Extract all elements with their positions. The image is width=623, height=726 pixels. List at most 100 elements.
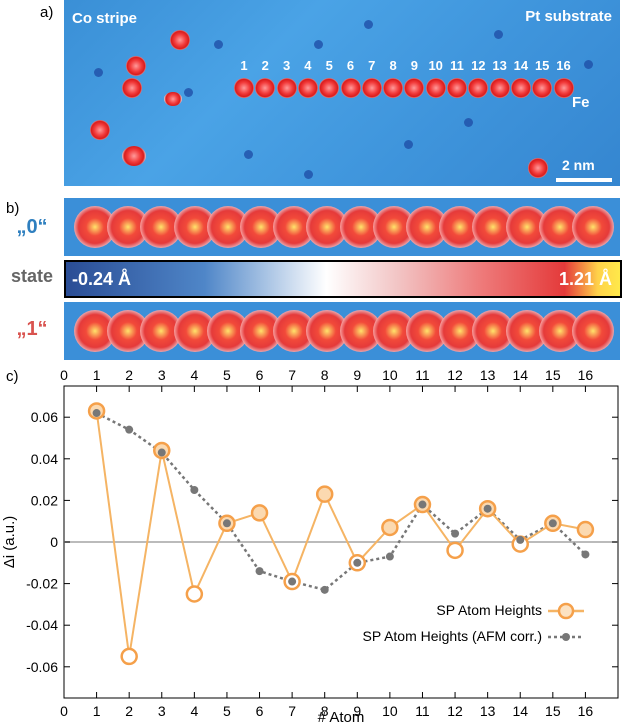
legend-label-1: SP Atom Heights (AFM corr.) [363, 628, 542, 644]
x-tick-label-top: 9 [353, 367, 361, 383]
fe-atom [255, 78, 276, 98]
atom-number-label: 4 [304, 58, 312, 73]
afm-corr-data-point [548, 519, 557, 528]
x-tick-label: 2 [125, 703, 133, 719]
adatom [164, 92, 182, 106]
sp-data-point [315, 485, 334, 503]
x-tick-label: 16 [578, 703, 594, 719]
colorbar-min-label: -0.24 Å [72, 269, 132, 289]
x-tick-label: 1 [93, 703, 101, 719]
afm-corr-data-point [516, 535, 525, 544]
fe-atom [234, 78, 254, 98]
y-axis-label: Δi (a.u.) [1, 516, 18, 569]
y-tick-label: 0 [50, 534, 58, 550]
atom-number-row: 1 2 3 4 5 6 7 8 9 10 11 12 13 14 15 16 [64, 58, 620, 76]
sp-data-point [120, 647, 138, 666]
afm-corr-data-point [125, 425, 134, 434]
surface-defect [584, 60, 593, 69]
scale-bar-label: 2 nm [562, 157, 595, 173]
y-tick-label: -0.04 [26, 617, 58, 633]
atom-number-label: 6 [346, 58, 355, 73]
afm-corr-data-point [451, 529, 460, 538]
legend-marker-0 [557, 602, 575, 620]
afm-corr-data-point [222, 519, 231, 528]
x-tick-label: 13 [480, 703, 496, 719]
spin-atom [572, 206, 614, 248]
x-tick-label-top: 6 [256, 367, 264, 383]
adatom [170, 30, 190, 50]
state-label: state [10, 266, 54, 286]
x-tick-label-top: 12 [447, 367, 463, 383]
adatom [122, 78, 142, 98]
sp-data-point [185, 585, 204, 603]
x-tick-label-top: 15 [545, 367, 561, 383]
atom-number-label: 11 [450, 58, 464, 73]
atom-number-label: 7 [368, 58, 376, 73]
x-tick-label-top: 5 [223, 367, 231, 383]
fe-atom [532, 78, 553, 98]
x-tick-label-top: 14 [512, 367, 528, 383]
afm-corr-data-point [353, 558, 362, 567]
series-line-sp [95, 410, 586, 657]
x-tick-label-top: 2 [125, 367, 133, 383]
x-tick-label: 6 [256, 703, 264, 719]
fe-chain [64, 0, 620, 186]
x-tick-label: 15 [545, 703, 561, 719]
afm-corr-data-point [418, 500, 427, 509]
surface-defect [404, 140, 413, 149]
fe-atom [404, 78, 425, 98]
atom-number-label: 13 [492, 58, 507, 73]
afm-corr-data-point [255, 567, 264, 576]
atom-number-label: 16 [556, 58, 571, 73]
y-tick-label: 0.06 [31, 409, 58, 425]
x-tick-label-top: 13 [480, 367, 496, 383]
fe-label: Fe [572, 94, 590, 111]
x-tick-label-top: 3 [158, 367, 166, 383]
x-tick-label-top: 4 [190, 367, 198, 383]
series-line-afm-corr [96, 411, 587, 592]
atom-number-label: 3 [282, 58, 291, 73]
atom-height-chart: 0011223344556677889910101111121213131414… [1, 367, 619, 726]
afm-corr-data-point [483, 504, 492, 513]
afm-corr-data-point [385, 552, 394, 561]
atom-number-label: 5 [325, 58, 333, 73]
co-stripe-label: Co stripe [72, 10, 138, 27]
fe-atom [340, 78, 361, 98]
afm-corr-data-point [581, 550, 590, 559]
x-tick-label-top: 16 [578, 367, 594, 383]
adatom [126, 56, 146, 76]
adatom [122, 146, 146, 166]
fe-atom [319, 78, 340, 98]
y-tick-label: 0.02 [31, 492, 58, 508]
sp-data-point [446, 541, 464, 560]
spin-atom [572, 310, 614, 352]
atom-number-label: 2 [261, 58, 269, 73]
y-tick-label: -0.02 [26, 576, 58, 592]
surface-defect [184, 88, 193, 97]
fe-atom [510, 78, 531, 98]
afm-corr-data-point [92, 409, 101, 418]
panel-c-label: c) [6, 368, 19, 385]
fe-atom [276, 78, 297, 98]
y-tick-label: 0.04 [31, 451, 58, 467]
fe-atom [489, 78, 510, 98]
pt-substrate-label: Pt substrate [525, 8, 612, 25]
atom-number-label: 12 [471, 58, 486, 73]
x-tick-label-top: 11 [415, 367, 430, 383]
afm-corr-data-point [157, 448, 166, 457]
sp-data-point [250, 504, 269, 522]
stm-image-panel-a: Co stripe Pt substrate Fe 1 2 3 4 5 6 7 8 9 10 11 1… [64, 0, 620, 186]
atom-number-label: 8 [389, 58, 397, 73]
x-axis-label: # Atom [318, 709, 365, 726]
atom-number-label: 15 [534, 58, 550, 73]
panel-b-label: b) [6, 200, 20, 217]
x-tick-label-top: 0 [60, 367, 68, 383]
x-tick-label: 3 [158, 703, 166, 719]
legend-marker-1 [562, 633, 570, 641]
surface-defect [364, 20, 373, 29]
x-tick-label: 10 [382, 703, 398, 719]
legend: SP Atom Heights SP Atom Heights (AFM cor… [363, 602, 584, 644]
surface-defect [214, 40, 223, 49]
x-tick-label: 14 [512, 703, 528, 719]
x-tick-label: 8 [321, 703, 329, 719]
